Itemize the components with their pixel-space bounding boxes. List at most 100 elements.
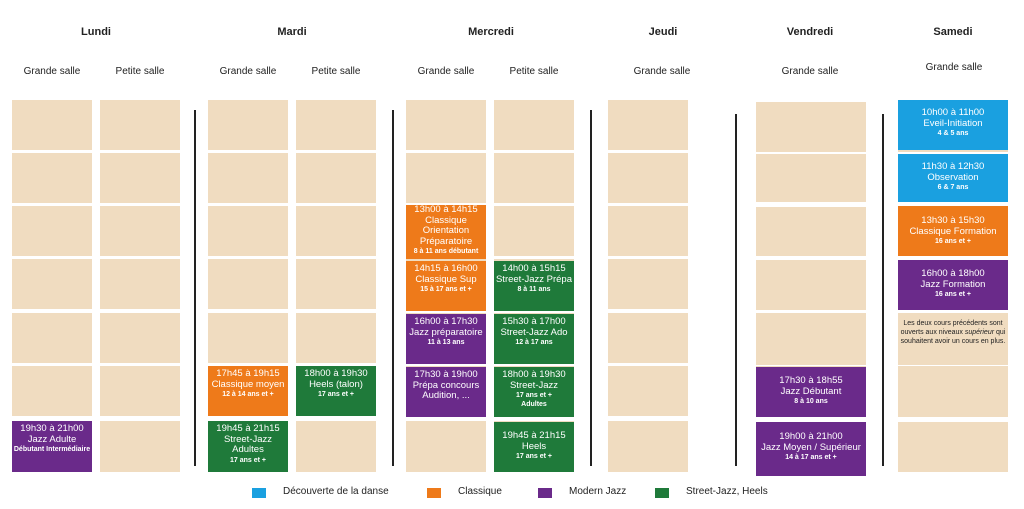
time-slot xyxy=(12,100,92,150)
course-title: Classique Orientation Préparatoire xyxy=(419,214,473,247)
time-slot xyxy=(756,154,866,202)
course-time: 19h00 à 21h00 xyxy=(779,431,843,442)
course-level: 6 & 7 ans xyxy=(937,184,969,191)
course-block-classique-sup[interactable]: 14h15 à 16h00 Classique Sup 15 à 17 ans … xyxy=(406,261,486,311)
legend-label-decouverte: Découverte de la danse xyxy=(283,486,389,497)
course-level: 15 à 17 ans et + xyxy=(420,286,472,293)
course-time: 10h00 à 11h00 xyxy=(921,107,985,118)
time-slot xyxy=(208,153,288,203)
course-time: 19h30 à 21h00 xyxy=(20,423,84,434)
time-slot xyxy=(100,153,180,203)
time-slot xyxy=(12,206,92,256)
course-block-classique-formation[interactable]: 13h30 à 15h30 Classique Formation 16 ans… xyxy=(898,206,1008,256)
course-block-prepa-concours[interactable]: 17h30 à 19h00 Prépa concours Audition, .… xyxy=(406,367,486,417)
course-level: Débutant Intermédiaire xyxy=(13,446,91,453)
course-title: Street-Jazz Adultes xyxy=(223,433,273,455)
time-slot xyxy=(608,366,688,416)
course-title: Street-Jazz Ado xyxy=(500,326,568,338)
course-block-classique-moyen[interactable]: 17h45 à 19h15 Classique moyen 12 à 14 an… xyxy=(208,366,288,416)
course-level: 8 à 11 ans débutant xyxy=(413,248,479,255)
time-slot xyxy=(608,421,688,472)
course-time: 11h30 à 12h30 xyxy=(921,161,985,172)
time-slot xyxy=(756,207,866,256)
course-block-jazz-debutant[interactable]: 17h30 à 18h55 Jazz Débutant 8 à 10 ans xyxy=(756,367,866,417)
time-slot xyxy=(756,313,866,365)
course-level: 17 ans et + xyxy=(230,456,266,464)
course-level: 16 ans et + xyxy=(935,238,971,245)
legend-swatch-decouverte xyxy=(252,488,266,498)
room-header-grande: Grande salle xyxy=(23,66,81,77)
course-level: 8 à 11 ans xyxy=(517,286,551,293)
time-slot xyxy=(208,259,288,309)
course-block-jazz-moyen-superieur[interactable]: 19h00 à 21h00 Jazz Moyen / Supérieur 14 … xyxy=(756,422,866,476)
course-block-street-jazz-adultes[interactable]: 19h45 à 21h15 Street-Jazz Adultes 17 ans… xyxy=(208,421,288,472)
course-time: 19h45 à 21h15 xyxy=(502,430,566,441)
time-slot xyxy=(100,421,180,472)
legend-label-street-jazz: Street-Jazz, Heels xyxy=(686,486,768,497)
course-time: 17h30 à 18h55 xyxy=(779,375,843,386)
time-slot xyxy=(296,206,376,256)
course-block-heels[interactable]: 19h45 à 21h15 Heels 17 ans et + xyxy=(494,422,574,472)
legend-label-modern-jazz: Modern Jazz xyxy=(569,486,627,497)
time-slot xyxy=(296,153,376,203)
time-slot xyxy=(608,313,688,363)
course-time: 17h30 à 19h00 xyxy=(414,369,478,380)
time-slot xyxy=(608,100,688,150)
course-title: Jazz Débutant xyxy=(780,385,842,397)
room-header-grande: Grande salle xyxy=(633,66,691,77)
course-level: 17 ans et + xyxy=(516,453,552,460)
course-title: Street-Jazz Prépa xyxy=(495,273,573,285)
course-title: Classique Formation xyxy=(909,225,997,237)
day-header-jeudi: Jeudi xyxy=(648,26,678,38)
course-block-street-jazz-prepa[interactable]: 14h00 à 15h15 Street-Jazz Prépa 8 à 11 a… xyxy=(494,261,574,311)
course-title: Eveil-Initiation xyxy=(923,117,983,129)
course-level: 17 ans et + Adultes xyxy=(516,392,552,408)
time-slot xyxy=(608,153,688,203)
time-slot xyxy=(100,100,180,150)
room-header-grande: Grande salle xyxy=(781,66,839,77)
course-block-observation[interactable]: 11h30 à 12h30 Observation 6 & 7 ans xyxy=(898,154,1008,202)
course-level: 12 à 17 ans xyxy=(515,339,553,346)
time-slot xyxy=(296,421,376,472)
legend-swatch-classique xyxy=(427,488,441,498)
time-slot xyxy=(494,153,574,203)
course-time: 19h45 à 21h15 xyxy=(216,423,280,434)
day-separator xyxy=(590,110,592,466)
course-title: Classique Sup xyxy=(415,273,477,285)
legend-swatch-modern-jazz xyxy=(538,488,552,498)
time-slot xyxy=(208,100,288,150)
course-block-jazz-adulte[interactable]: 19h30 à 21h00 Jazz Adulte Débutant Inter… xyxy=(12,421,92,472)
day-header-mardi: Mardi xyxy=(277,26,307,38)
course-block-jazz-preparatoire[interactable]: 16h00 à 17h30 Jazz préparatoire 11 à 13 … xyxy=(406,314,486,364)
time-slot xyxy=(406,153,486,203)
course-block-jazz-formation[interactable]: 16h00 à 18h00 Jazz Formation 16 ans et + xyxy=(898,260,1008,310)
legend-label-classique: Classique xyxy=(458,486,502,497)
day-separator xyxy=(735,114,737,466)
course-title: Heels (talon) xyxy=(309,378,363,390)
course-block-heels-talon[interactable]: 18h00 à 19h30 Heels (talon) 17 ans et + xyxy=(296,366,376,416)
time-slot xyxy=(406,100,486,150)
room-header-petite: Petite salle xyxy=(115,66,165,77)
course-block-classique-orientation[interactable]: 13h00 à 14h15 Classique Orientation Prép… xyxy=(406,205,486,259)
course-block-street-jazz-ado[interactable]: 15h30 à 17h00 Street-Jazz Ado 12 à 17 an… xyxy=(494,314,574,364)
room-header-grande: Grande salle xyxy=(417,66,475,77)
course-title: Classique moyen xyxy=(211,378,285,390)
course-title: Prépa concours Audition, ... xyxy=(412,379,480,401)
time-slot xyxy=(494,206,574,256)
course-block-eveil-initiation[interactable]: 10h00 à 11h00 Eveil-Initiation 4 & 5 ans xyxy=(898,100,1008,150)
course-level: 8 à 10 ans xyxy=(794,398,828,405)
course-title: Street-Jazz xyxy=(509,379,559,391)
day-header-samedi: Samedi xyxy=(933,26,973,38)
course-title: Heels xyxy=(521,440,547,452)
day-separator xyxy=(194,110,196,466)
course-time: 13h00 à 14h15 xyxy=(414,205,478,215)
day-header-lundi: Lundi xyxy=(81,26,111,38)
time-slot xyxy=(12,259,92,309)
room-header-petite: Petite salle xyxy=(509,66,559,77)
course-block-street-jazz[interactable]: 18h00 à 19h30 Street-Jazz 17 ans et + Ad… xyxy=(494,367,574,417)
legend-swatch-street-jazz xyxy=(655,488,669,498)
course-level: 16 ans et + xyxy=(935,291,971,298)
day-separator xyxy=(392,110,394,466)
time-slot xyxy=(12,366,92,416)
course-time: 15h30 à 17h00 xyxy=(502,316,566,327)
